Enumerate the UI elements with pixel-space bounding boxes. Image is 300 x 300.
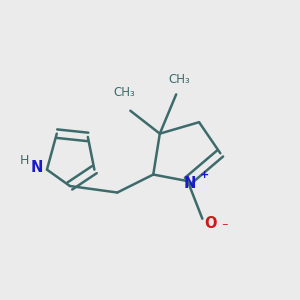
Text: O: O — [204, 216, 217, 231]
Text: CH₃: CH₃ — [113, 86, 135, 99]
Text: H: H — [20, 154, 29, 167]
Text: N: N — [184, 176, 196, 191]
Text: CH₃: CH₃ — [169, 73, 190, 86]
Text: N: N — [31, 160, 43, 175]
Text: ⁻: ⁻ — [221, 221, 228, 234]
Text: +: + — [200, 170, 209, 180]
